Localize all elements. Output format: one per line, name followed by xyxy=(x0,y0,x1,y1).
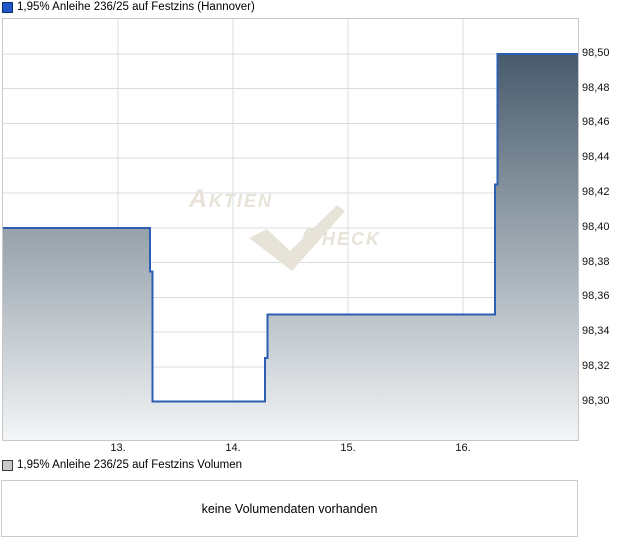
y-tick-label: 98,40 xyxy=(582,220,610,233)
price-chart-canvas xyxy=(3,19,578,440)
y-tick-label: 98,48 xyxy=(582,81,610,94)
volume-series-legend-label: 1,95% Anleihe 236/25 auf Festzins Volume… xyxy=(17,459,243,471)
y-tick-label: 98,46 xyxy=(582,116,610,129)
x-tick-label: 15. xyxy=(340,442,356,454)
price-plot-area: Aktien Check xyxy=(2,18,579,441)
y-tick-label: 98,44 xyxy=(582,151,610,164)
x-tick-label: 16. xyxy=(455,442,471,454)
y-tick-label: 98,38 xyxy=(582,255,610,268)
price-series-swatch-icon xyxy=(2,1,13,13)
volume-series-swatch-icon xyxy=(2,459,13,471)
volume-series-legend: 1,95% Anleihe 236/25 auf Festzins Volume… xyxy=(2,459,242,471)
x-tick-label: 13. xyxy=(110,442,126,454)
price-series-legend-label: 1,95% Anleihe 236/25 auf Festzins (Hanno… xyxy=(17,1,255,13)
y-tick-label: 98,42 xyxy=(582,185,610,198)
price-series-legend: 1,95% Anleihe 236/25 auf Festzins (Hanno… xyxy=(2,1,255,13)
y-tick-label: 98,32 xyxy=(582,359,610,372)
volume-panel: keine Volumendaten vorhanden xyxy=(1,480,578,537)
y-tick-label: 98,50 xyxy=(582,46,610,59)
y-tick-label: 98,36 xyxy=(582,290,610,303)
x-tick-label: 14. xyxy=(225,442,241,454)
y-tick-label: 98,30 xyxy=(582,394,610,407)
no-volume-message: keine Volumendaten vorhanden xyxy=(201,501,378,516)
y-tick-label: 98,34 xyxy=(582,325,610,338)
